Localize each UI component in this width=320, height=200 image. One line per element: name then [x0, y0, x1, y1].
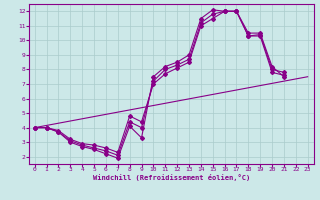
X-axis label: Windchill (Refroidissement éolien,°C): Windchill (Refroidissement éolien,°C)	[92, 174, 250, 181]
